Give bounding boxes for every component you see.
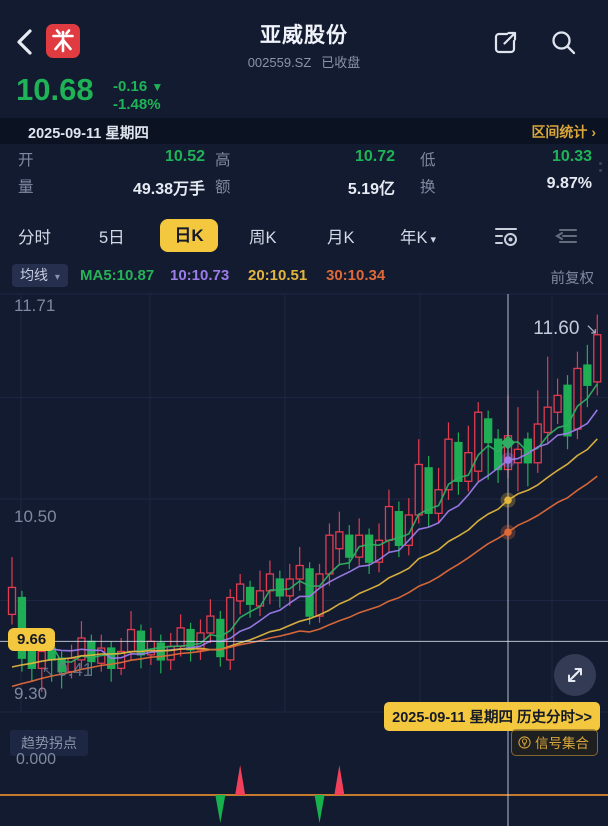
open-value: 10.52: [164, 148, 205, 165]
candlestick-chart[interactable]: [0, 292, 608, 826]
tab-daily-k[interactable]: 日K: [160, 219, 218, 252]
stock-code: 002559.SZ: [247, 55, 312, 70]
arrow-down-right-icon: ↘: [585, 321, 598, 338]
high-value: 10.72: [354, 148, 395, 165]
collapse-panel-icon[interactable]: [552, 222, 580, 250]
page-title: 亚威股份: [260, 24, 348, 47]
history-minute-badge[interactable]: 2025-09-11 星期四 历史分时>>: [384, 702, 600, 731]
turnover-value: 9.87%: [546, 175, 592, 192]
y-axis-label-max: 11.71: [14, 296, 56, 315]
sub-indicator-title[interactable]: 趋势拐点: [10, 730, 88, 756]
stats-row-volume: 量 49.38万手 额 5.19亿 换 9.87%: [0, 175, 608, 199]
ma-selector[interactable]: 均线 ▾: [12, 264, 68, 287]
y-axis-label-min: 9.30: [14, 684, 48, 703]
caret-down-icon: ▾: [430, 234, 437, 246]
amount-value: 5.19亿: [347, 181, 395, 198]
open-label: 开: [18, 152, 34, 169]
chevron-right-icon: ›: [591, 124, 596, 140]
price-change-block: -0.16 ▼ -1.48%: [113, 78, 163, 114]
arrow-up-left-icon: ↖: [42, 663, 54, 679]
ma10-value: 10:10.73: [170, 267, 230, 284]
search-icon[interactable]: [548, 28, 578, 58]
caret-down-icon: ▾: [54, 272, 60, 283]
trade-date: 2025-09-11 星期四: [28, 126, 149, 142]
price-change-pct: -1.48%: [113, 96, 161, 113]
stats-row-price: 开 10.52 高 10.72 低 10.33: [0, 148, 608, 172]
y-axis-label-mid: 10.50: [14, 507, 57, 526]
indicator-settings-icon[interactable]: [492, 222, 520, 250]
adjust-mode[interactable]: 前复权: [550, 271, 595, 287]
volume-value: 49.38万手: [132, 181, 205, 198]
crosshair-price-badge: 9.66: [8, 628, 56, 651]
signal-collection-badge[interactable]: 信号集合: [511, 729, 598, 756]
range-stat-link[interactable]: 区间统计 ›: [531, 124, 596, 140]
turnover-label: 换: [420, 179, 436, 196]
last-price: 10.68: [16, 72, 94, 107]
stats-pager-dots: [599, 158, 603, 176]
ma30-value: 30:10.34: [326, 267, 386, 284]
tab-monthly-k[interactable]: 月K: [327, 229, 355, 247]
amount-label: 额: [215, 179, 231, 196]
market-status: 已收盘: [321, 55, 361, 70]
lightbulb-icon: [518, 735, 531, 749]
app-logo-icon[interactable]: [46, 24, 80, 58]
high-label: 高: [215, 152, 231, 169]
ma20-value: 20:10.51: [248, 267, 308, 284]
tab-yearly-k[interactable]: 年K ▾: [400, 229, 437, 247]
low-value: 10.33: [551, 148, 592, 165]
stock-code-status: 002559.SZ 已收盘: [0, 52, 608, 71]
back-icon[interactable]: [14, 26, 38, 58]
window-high-annotation: 11.60 ↘: [533, 318, 598, 339]
date-bar: 2025-09-11 星期四 区间统计 ›: [0, 118, 608, 144]
tab-minute[interactable]: 分时: [18, 229, 51, 247]
volume-label: 量: [18, 179, 34, 196]
pivot-annotation: ↖ 0.41: [42, 660, 93, 680]
expand-chart-button[interactable]: [554, 654, 596, 696]
ma5-value: MA5:10.87: [80, 267, 155, 284]
price-change: -0.16: [113, 78, 148, 95]
share-icon[interactable]: [490, 28, 520, 58]
triangle-down-icon: ▼: [151, 80, 164, 94]
low-label: 低: [420, 152, 436, 169]
tab-weekly-k[interactable]: 周K: [249, 229, 277, 247]
sub-zero-label: 0.000: [16, 751, 57, 768]
tab-5day[interactable]: 5日: [99, 229, 125, 247]
expand-arrows-icon: [568, 668, 582, 682]
